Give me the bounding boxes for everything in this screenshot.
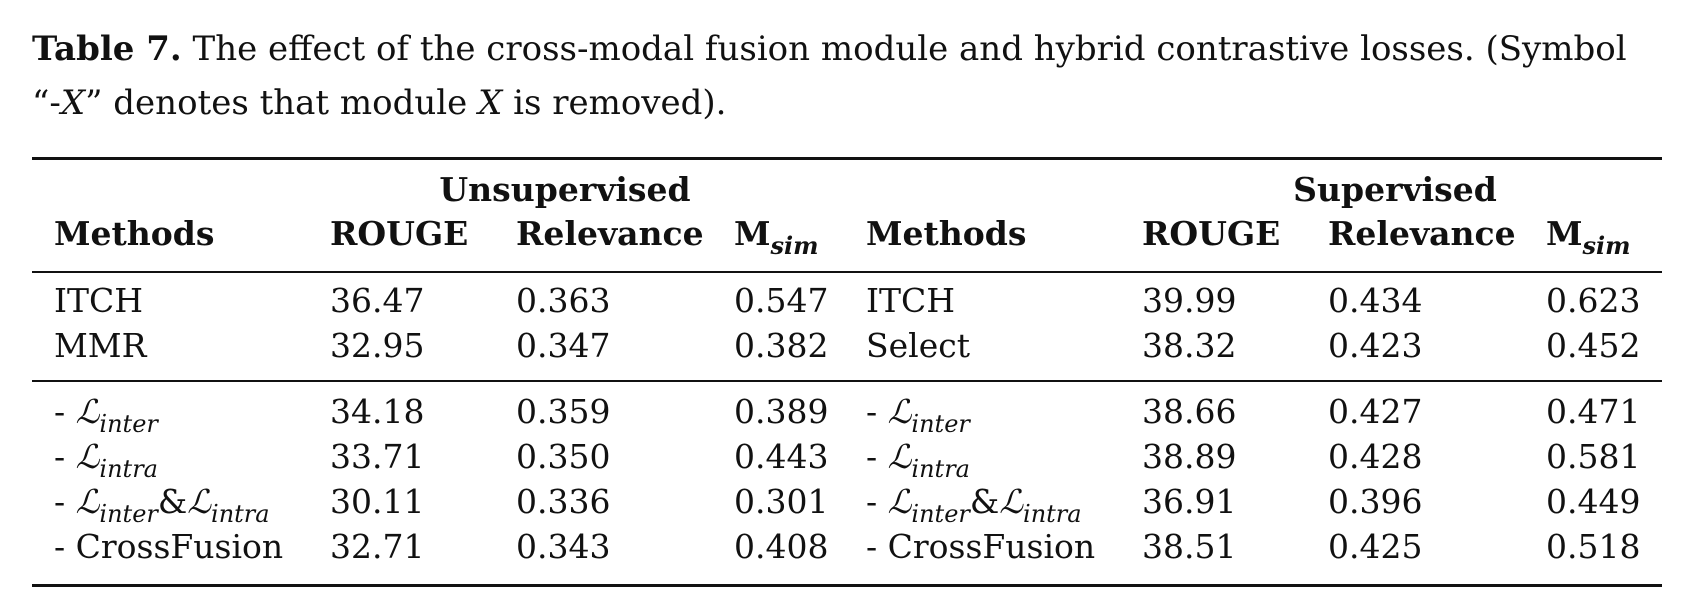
caption-text-2: ” denotes that module bbox=[85, 83, 479, 123]
value-cell: 0.408 bbox=[734, 527, 829, 566]
table-header-rule bbox=[32, 271, 1662, 273]
ablation-method-crossfusion: - CrossFusion bbox=[866, 527, 1096, 566]
ablation-method-linter-lintra: - ℒinter&ℒintra bbox=[54, 482, 270, 528]
value-cell: 0.389 bbox=[734, 392, 829, 431]
value-cell: 32.95 bbox=[330, 326, 425, 365]
value-cell: 0.547 bbox=[734, 281, 829, 320]
col-header-methods-sup: Methods bbox=[866, 214, 1027, 253]
value-cell: 0.359 bbox=[516, 392, 611, 431]
msim-main: M bbox=[1546, 214, 1583, 253]
value-cell: 38.32 bbox=[1142, 326, 1237, 365]
value-cell: 0.347 bbox=[516, 326, 611, 365]
col-header-methods-unsup: Methods bbox=[54, 214, 215, 253]
group-header-supervised: Supervised bbox=[1293, 170, 1497, 209]
value-cell: 38.51 bbox=[1142, 527, 1237, 566]
value-cell: 0.434 bbox=[1328, 281, 1423, 320]
msim-sub: sim bbox=[770, 231, 819, 260]
value-cell: 30.11 bbox=[330, 482, 425, 521]
msim-sub: sim bbox=[1582, 231, 1631, 260]
value-cell: 0.623 bbox=[1546, 281, 1641, 320]
col-header-msim-sup: Msim bbox=[1546, 214, 1631, 260]
ablation-method-lintra: - ℒintra bbox=[866, 437, 970, 483]
value-cell: 0.449 bbox=[1546, 482, 1641, 521]
col-header-rouge-unsup: ROUGE bbox=[330, 214, 469, 253]
value-cell: 32.71 bbox=[330, 527, 425, 566]
ablation-method-crossfusion: - CrossFusion bbox=[54, 527, 284, 566]
value-cell: 0.423 bbox=[1328, 326, 1423, 365]
caption-label: Table 7. bbox=[32, 29, 182, 69]
value-cell: 39.99 bbox=[1142, 281, 1237, 320]
value-cell: 38.89 bbox=[1142, 437, 1237, 476]
value-cell: 0.443 bbox=[734, 437, 829, 476]
value-cell: 0.396 bbox=[1328, 482, 1423, 521]
table-section-rule bbox=[32, 380, 1662, 382]
value-cell: 0.363 bbox=[516, 281, 611, 320]
value-cell: 0.350 bbox=[516, 437, 611, 476]
method-cell: ITCH bbox=[54, 281, 144, 320]
table-top-rule bbox=[32, 157, 1662, 160]
value-cell: 38.66 bbox=[1142, 392, 1237, 431]
msim-main: M bbox=[734, 214, 771, 253]
value-cell: 0.336 bbox=[516, 482, 611, 521]
caption-text-3: is removed). bbox=[502, 83, 727, 123]
table-caption: Table 7. The effect of the cross-modal f… bbox=[32, 22, 1662, 130]
table-bottom-rule bbox=[32, 584, 1662, 587]
value-cell: 36.47 bbox=[330, 281, 425, 320]
col-header-rouge-sup: ROUGE bbox=[1142, 214, 1281, 253]
col-header-relevance-unsup: Relevance bbox=[516, 214, 704, 253]
method-cell: ITCH bbox=[866, 281, 956, 320]
method-cell: Select bbox=[866, 326, 970, 365]
value-cell: 33.71 bbox=[330, 437, 425, 476]
group-header-unsupervised: Unsupervised bbox=[439, 170, 691, 209]
value-cell: 36.91 bbox=[1142, 482, 1237, 521]
ablation-method-linter: - ℒinter bbox=[54, 392, 158, 438]
value-cell: 0.382 bbox=[734, 326, 829, 365]
caption-text-1: The effect of the cross-modal fusion mod… bbox=[32, 29, 1627, 123]
value-cell: 0.427 bbox=[1328, 392, 1423, 431]
ablation-method-lintra: - ℒintra bbox=[54, 437, 158, 483]
caption-symbol: X bbox=[60, 83, 86, 123]
ablation-method-linter-lintra: - ℒinter&ℒintra bbox=[866, 482, 1082, 528]
method-cell: MMR bbox=[54, 326, 147, 365]
value-cell: 0.471 bbox=[1546, 392, 1641, 431]
value-cell: 34.18 bbox=[330, 392, 425, 431]
value-cell: 0.581 bbox=[1546, 437, 1641, 476]
ablation-method-linter: - ℒinter bbox=[866, 392, 970, 438]
caption-module: X bbox=[478, 83, 503, 123]
col-header-relevance-sup: Relevance bbox=[1328, 214, 1516, 253]
value-cell: 0.425 bbox=[1328, 527, 1423, 566]
value-cell: 0.301 bbox=[734, 482, 829, 521]
value-cell: 0.518 bbox=[1546, 527, 1641, 566]
value-cell: 0.452 bbox=[1546, 326, 1641, 365]
value-cell: 0.343 bbox=[516, 527, 611, 566]
value-cell: 0.428 bbox=[1328, 437, 1423, 476]
col-header-msim-unsup: Msim bbox=[734, 214, 819, 260]
